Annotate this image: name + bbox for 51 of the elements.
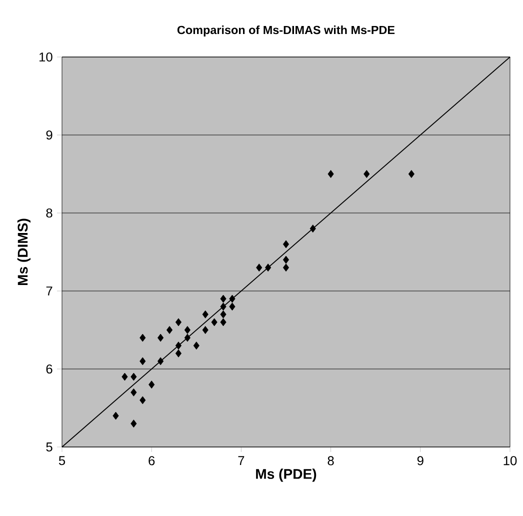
point (328, 170, 334, 178)
x-axis-title: Ms (PDE) (256, 468, 316, 482)
point (184, 326, 190, 334)
point (122, 372, 128, 381)
point (175, 318, 182, 326)
point (130, 372, 137, 381)
point (364, 170, 370, 178)
point (256, 264, 262, 272)
point (112, 412, 119, 420)
point (140, 334, 146, 342)
point (148, 380, 155, 389)
point (175, 342, 182, 350)
y-tick-label: 10 (40, 52, 52, 62)
point (265, 264, 272, 272)
x-tick-label: 7 (238, 456, 244, 465)
y-tick-label: 5 (46, 442, 52, 452)
y-tick-label: 7 (46, 286, 52, 296)
point (140, 396, 146, 404)
point (220, 294, 226, 303)
x-tick-label: 5 (58, 456, 66, 466)
point (220, 318, 226, 326)
point (193, 342, 200, 350)
point (211, 318, 218, 326)
point (130, 388, 137, 396)
y-tick-label: 6 (46, 364, 52, 374)
point (220, 310, 226, 318)
point (158, 334, 164, 342)
point (408, 170, 414, 178)
point (282, 264, 290, 272)
point (282, 256, 290, 264)
point (229, 294, 236, 303)
x-tick-label: 8 (328, 456, 334, 466)
point (282, 240, 290, 248)
point (310, 224, 316, 233)
x-tick-label: 9 (417, 456, 424, 466)
x-tick-label: 10 (504, 456, 517, 466)
point (130, 420, 137, 428)
point (220, 302, 226, 311)
point (166, 326, 173, 334)
point (202, 310, 208, 318)
point (229, 302, 236, 311)
y-tick-label: 8 (46, 208, 52, 218)
chart-title: Comparison of Ms-DIMAS with Ms-PDE (177, 26, 395, 36)
y-axis-title: Ms (DIMS) (17, 218, 30, 286)
point (202, 326, 208, 334)
y-tick-label: 9 (46, 130, 52, 140)
point (158, 357, 164, 366)
point (175, 349, 182, 358)
x-tick-label: 6 (148, 456, 155, 466)
point (184, 334, 190, 342)
point (140, 357, 146, 366)
